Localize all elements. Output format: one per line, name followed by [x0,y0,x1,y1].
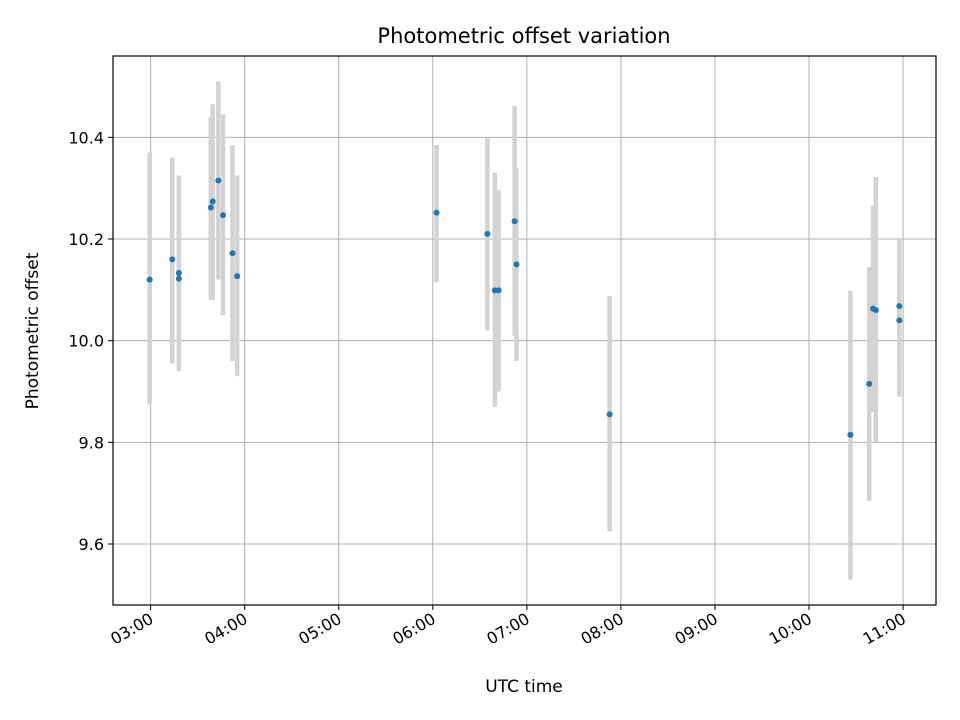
x-tick-label: 04:00 [201,609,250,649]
y-axis-ticks: 9.6 9.8 10.0 10.2 10.4 [68,128,113,554]
y-tick-label: 9.6 [79,535,104,554]
data-point [896,317,903,324]
data-points [146,177,903,438]
data-point [207,204,214,211]
x-tick-label: 09:00 [672,609,721,649]
x-axis-title: UTC time [485,677,563,697]
x-axis-ticks: 03:00 04:00 05:00 06:00 07:00 08:00 09:00 10:00… [107,605,909,649]
data-point [433,209,440,216]
data-point [175,275,182,282]
x-tick-label: 07:00 [483,609,532,649]
data-point [606,411,613,418]
chart-title: Photometric offset variation [377,24,670,48]
x-tick-label: 05:00 [295,609,344,649]
y-tick-label: 10.4 [68,128,104,147]
y-tick-label: 9.8 [79,433,104,452]
data-point [175,270,182,277]
data-point [513,261,520,268]
data-point [495,287,502,294]
data-point [872,307,879,314]
errorbars [147,81,902,580]
data-point [229,250,236,257]
data-point [215,177,222,184]
data-point [220,212,227,219]
data-point [847,431,854,438]
data-point [209,198,216,205]
data-point [146,276,153,283]
x-tick-label: 11:00 [860,609,909,649]
y-tick-label: 10.0 [68,332,104,351]
grid [113,56,936,605]
x-tick-label: 03:00 [107,609,156,649]
x-tick-label: 06:00 [389,609,438,649]
plot-frame [112,55,937,606]
data-point [866,380,873,387]
y-axis-title: Photometric offset [23,252,43,409]
data-point [234,273,241,280]
x-tick-label: 10:00 [766,609,815,649]
data-point [511,218,518,225]
data-point [896,303,903,310]
x-tick-label: 08:00 [577,609,626,649]
y-tick-label: 10.2 [68,230,104,249]
data-point [169,256,176,263]
data-point [484,230,491,237]
